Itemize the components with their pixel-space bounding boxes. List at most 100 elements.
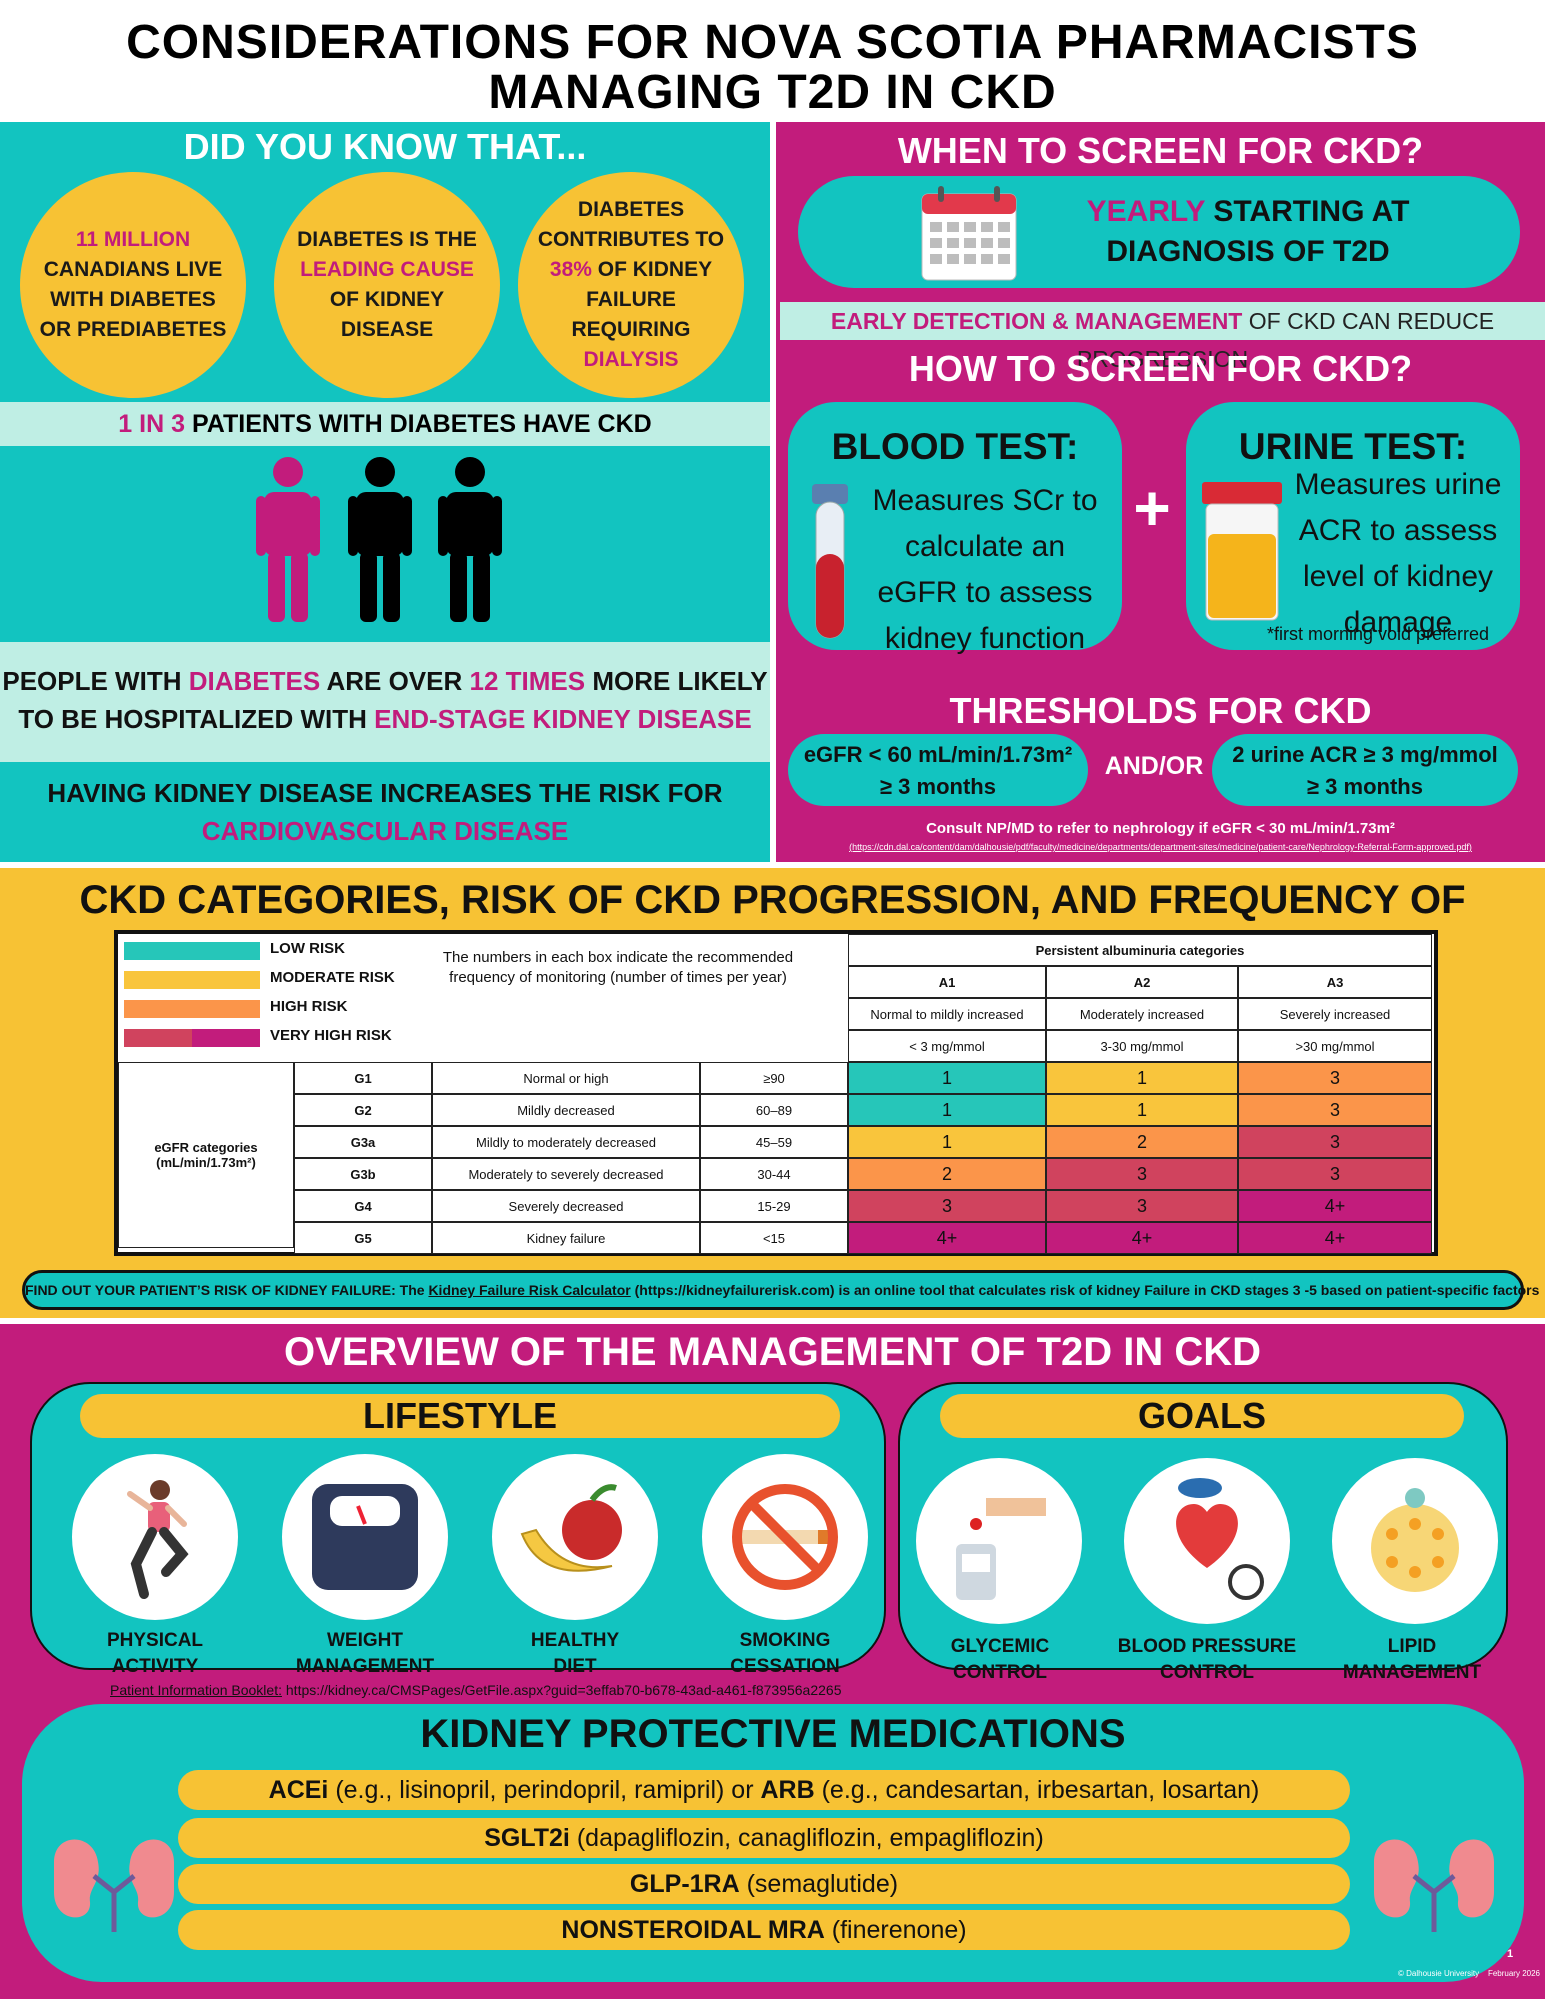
kfr-calculator-link[interactable]: Kidney Failure Risk Calculator xyxy=(428,1282,631,1298)
blood-test-card: BLOOD TEST: Measures SCr to calculate an… xyxy=(788,402,1122,655)
a-col-code-3: A3 xyxy=(1238,966,1432,998)
fact1-text: CANADIANS LIVE WITH DIABETES OR PREDIABE… xyxy=(39,258,227,341)
glucose-meter-icon xyxy=(916,1458,1082,1624)
kfr-text-a: FIND OUT YOUR PATIENT’S RISK OF KIDNEY F… xyxy=(25,1282,425,1298)
when-text: YEARLY STARTING AT DIAGNOSIS OF T2D xyxy=(1038,192,1458,272)
kidney-failure-risk-banner: FIND OUT YOUR PATIENT’S RISK OF KIDNEY F… xyxy=(22,1270,1539,1310)
when-pill: YEARLY STARTING AT DIAGNOSIS OF T2D xyxy=(798,176,1520,288)
urine-test-title: URINE TEST: xyxy=(1238,426,1468,467)
referral-form-link[interactable]: (https://cdn.dal.ca/content/dam/dalhousi… xyxy=(849,842,1472,852)
kfr-text-b: (https://kidneyfailurerisk.com) is an on… xyxy=(634,1282,1540,1298)
freq-cell-G2-A2: 1 xyxy=(1046,1094,1238,1126)
fruit-icon xyxy=(492,1454,658,1620)
med-nonsteroidal-mra: NONSTEROIDAL MRA (finerenone) xyxy=(178,1910,1350,1950)
page-title-line2: MANAGING T2D IN CKD xyxy=(488,66,1057,119)
fact3-highlight: 38% xyxy=(549,258,592,281)
med-sglt2i: SGLT2i (dapagliflozin, canagliflozin, em… xyxy=(178,1818,1350,1858)
a-col-desc-3: Severely increased xyxy=(1238,998,1432,1030)
legend-moderate-risk-label: MODERATE RISK xyxy=(270,969,395,986)
kidney-icon-left xyxy=(54,1839,174,1932)
lifestyle-title: LIFESTYLE xyxy=(80,1394,840,1438)
goals-title: GOALS xyxy=(940,1394,1464,1438)
booklet-line: Patient Information Booklet: https://kid… xyxy=(110,1682,850,1698)
ckd-risk-table: LOW RISK MODERATE RISK HIGH RISK VERY HIGH … xyxy=(114,930,1438,1256)
goals-box: GOALS GLYCEMIC CONTROL BLOOD xyxy=(898,1382,1508,1683)
freq-cell-G2-A1: 1 xyxy=(848,1094,1046,1126)
row-grade-G1: G1 xyxy=(294,1062,432,1094)
legend-low-risk-label: LOW RISK xyxy=(270,940,345,957)
person-icon-black-2 xyxy=(438,457,502,622)
row-grade-G3b: G3b xyxy=(294,1158,432,1190)
med-glp1ra: GLP-1RA (semaglutide) xyxy=(178,1864,1350,1904)
row-range-G2: 60–89 xyxy=(700,1094,848,1126)
goal-label-1: GLYCEMIC CONTROL xyxy=(950,1636,1050,1683)
legend-very-high-risk-label: VERY HIGH RISK xyxy=(270,1027,392,1044)
person-icon-black-1 xyxy=(348,457,412,622)
a-col-desc-1: Normal to mildly increased xyxy=(848,998,1046,1030)
booklet-link[interactable]: Patient Information Booklet: xyxy=(110,1682,282,1698)
fact-circle-2: DIABETES IS THE LEADING CAUSE OF KIDNEY DI… xyxy=(274,172,500,398)
when-to-screen-title: WHEN TO SCREEN FOR CKD? xyxy=(897,130,1424,171)
freq-cell-G1-A3: 3 xyxy=(1238,1062,1432,1094)
a-col-code-1: A1 xyxy=(848,966,1046,998)
ckd-categories-section: CKD CATEGORIES, RISK OF CKD PROGRESSION,… xyxy=(0,868,1545,1318)
a-col-range-2: 3-30 mg/mmol xyxy=(1046,1030,1238,1062)
blood-test-title: BLOOD TEST: xyxy=(831,426,1079,467)
lifestyle-label-1: PHYSICAL ACTIVITY xyxy=(106,1630,204,1677)
row-grade-G2: G2 xyxy=(294,1094,432,1126)
legend-high-risk-label: HIGH RISK xyxy=(270,998,348,1015)
scale-icon xyxy=(282,1454,448,1620)
hosp-text-b: ARE OVER xyxy=(326,666,463,696)
exercise-icon xyxy=(72,1454,238,1620)
row-range-G1: ≥90 xyxy=(700,1062,848,1094)
egfr-categories-label: eGFR categories (mL/min/1.73m²) xyxy=(118,1062,294,1248)
row-grade-G5: G5 xyxy=(294,1222,432,1254)
row-desc-G3b: Moderately to severely decreased xyxy=(432,1158,700,1190)
fact3-highlight2: DIALYSIS xyxy=(583,348,679,371)
freq-cell-G3a-A3: 3 xyxy=(1238,1126,1432,1158)
a-col-desc-2: Moderately increased xyxy=(1046,998,1238,1030)
calendar-icon xyxy=(921,186,1017,281)
table-note: The numbers in each box indicate the rec… xyxy=(442,949,794,986)
freq-cell-G4-A2: 3 xyxy=(1046,1190,1238,1222)
page-header: CONSIDERATIONS FOR NOVA SCOTIA PHARMACIS… xyxy=(0,0,1545,122)
page-title-line1: CONSIDERATIONS FOR NOVA SCOTIA PHARMACIS… xyxy=(126,16,1419,69)
freq-cell-G1-A1: 1 xyxy=(848,1062,1046,1094)
legend-very-high-risk-swatch xyxy=(124,1029,260,1047)
freq-cell-G4-A3: 4+ xyxy=(1238,1190,1432,1222)
early-text: OF CKD CAN REDUCE PROGRESSION xyxy=(1076,308,1495,372)
threshold-egfr: eGFR < 60 mL/min/1.73m² ≥ 3 months xyxy=(788,734,1088,806)
management-overview-section: OVERVIEW OF THE MANAGEMENT OF T2D IN CKD… xyxy=(0,1324,1545,1999)
a-col-code-2: A2 xyxy=(1046,966,1238,998)
early-detection-band: EARLY DETECTION & MANAGEMENT OF CKD CAN … xyxy=(780,302,1545,372)
row-desc-G3a: Mildly to moderately decreased xyxy=(432,1126,700,1158)
ratio-band: 1 IN 3 PATIENTS WITH DIABETES HAVE CKD xyxy=(0,402,770,446)
freq-cell-G3a-A2: 2 xyxy=(1046,1126,1238,1158)
medications-box: KIDNEY PROTECTIVE MEDICATIONS ACEi (e.g.… xyxy=(22,1704,1524,1982)
freq-cell-G4-A1: 3 xyxy=(848,1190,1046,1222)
fact1-highlight: 11 MILLION xyxy=(75,228,191,251)
screening-panel: WHEN TO SCREEN FOR CKD? YEARLY STARTING … xyxy=(776,122,1545,862)
did-you-know-title: DID YOU KNOW THAT... xyxy=(183,126,587,167)
copyright-footer: © Dalhousie University February 2026 xyxy=(1398,1969,1540,1978)
consult-text: Consult NP/MD to refer to nephrology if … xyxy=(926,820,1395,837)
freq-cell-G5-A2: 4+ xyxy=(1046,1222,1238,1254)
freq-cell-G3b-A1: 2 xyxy=(848,1158,1046,1190)
fact2-text-b: OF KIDNEY DISEASE xyxy=(329,288,445,341)
cvd-highlight: CARDIOVASCULAR DISEASE xyxy=(201,816,569,846)
ratio-text: PATIENTS WITH DIABETES HAVE CKD xyxy=(191,410,652,438)
row-desc-G4: Severely decreased xyxy=(432,1190,700,1222)
urine-test-card: URINE TEST: Measures urine ACR to assess… xyxy=(1186,402,1520,650)
booklet-url[interactable]: https://kidney.ca/CMSPages/GetFile.aspx?… xyxy=(285,1682,842,1698)
threshold-acr: 2 urine ACR ≥ 3 mg/mmol ≥ 3 months xyxy=(1212,734,1518,806)
row-grade-G4: G4 xyxy=(294,1190,432,1222)
row-range-G3a: 45–59 xyxy=(700,1126,848,1158)
and-or-label: AND/OR xyxy=(1104,752,1204,780)
hosp-highlight-2: 12 TIMES xyxy=(469,666,586,696)
row-range-G3b: 30-44 xyxy=(700,1158,848,1190)
hosp-text-d: TO BE HOSPITALIZED WITH xyxy=(18,704,367,734)
blood-test-text: Measures SCr to calculate an eGFR to ass… xyxy=(872,484,1098,655)
blood-pressure-icon xyxy=(1124,1458,1290,1624)
threshold-egfr-a: eGFR < 60 mL/min/1.73m² xyxy=(803,742,1073,767)
row-desc-G2: Mildly decreased xyxy=(432,1094,700,1126)
